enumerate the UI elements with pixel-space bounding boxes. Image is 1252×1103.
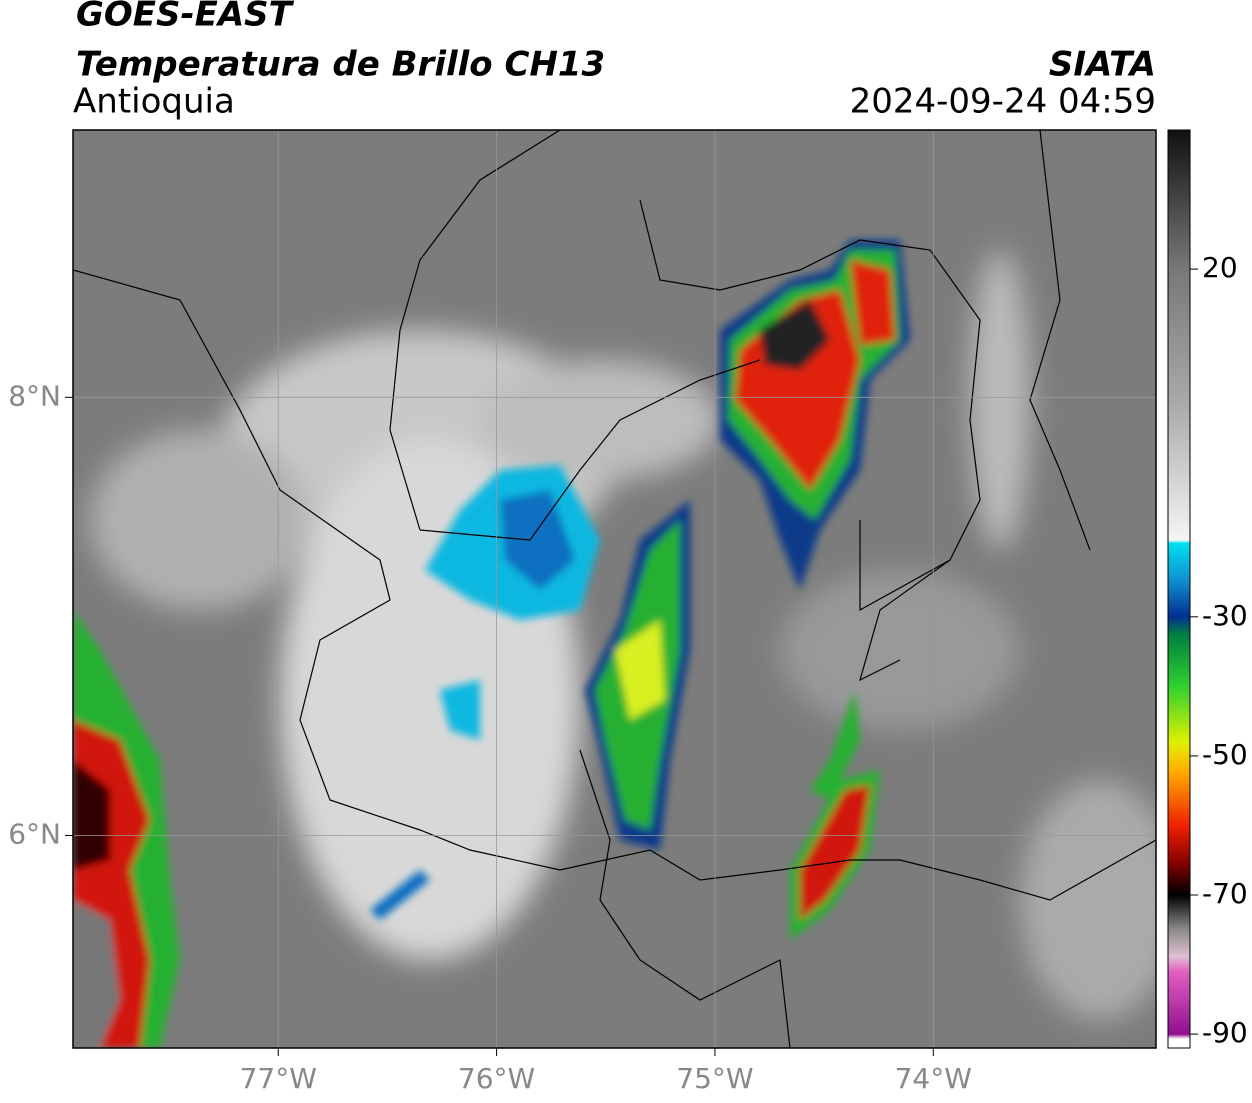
colorbar-tick-label: -30 [1202, 599, 1248, 632]
satellite-image [73, 130, 1156, 1048]
x-tick-label: 74°W [895, 1062, 972, 1095]
map-frame [72, 129, 1157, 1049]
source: SIATA [1049, 45, 1156, 85]
subtitle: Temperatura de Brillo CH13 [76, 45, 605, 85]
region: Antioquia [73, 82, 235, 122]
colorbar-tick-label: 20 [1202, 251, 1238, 284]
x-tick-label: 75°W [676, 1062, 753, 1095]
x-tick-label: 77°W [240, 1062, 317, 1095]
colorbar-tick-label: -90 [1202, 1016, 1248, 1049]
x-tick-label: 76°W [458, 1062, 535, 1095]
datetime: 2024-09-24 04:59 [850, 82, 1156, 122]
y-tick-label: 8°N [8, 379, 61, 412]
title: GOES-EAST [76, 0, 295, 35]
colorbar-tick-label: -50 [1202, 738, 1248, 771]
y-tick-label: 6°N [8, 817, 61, 850]
colorbar-tick-label: -70 [1202, 877, 1248, 910]
colorbar [1167, 129, 1191, 1049]
